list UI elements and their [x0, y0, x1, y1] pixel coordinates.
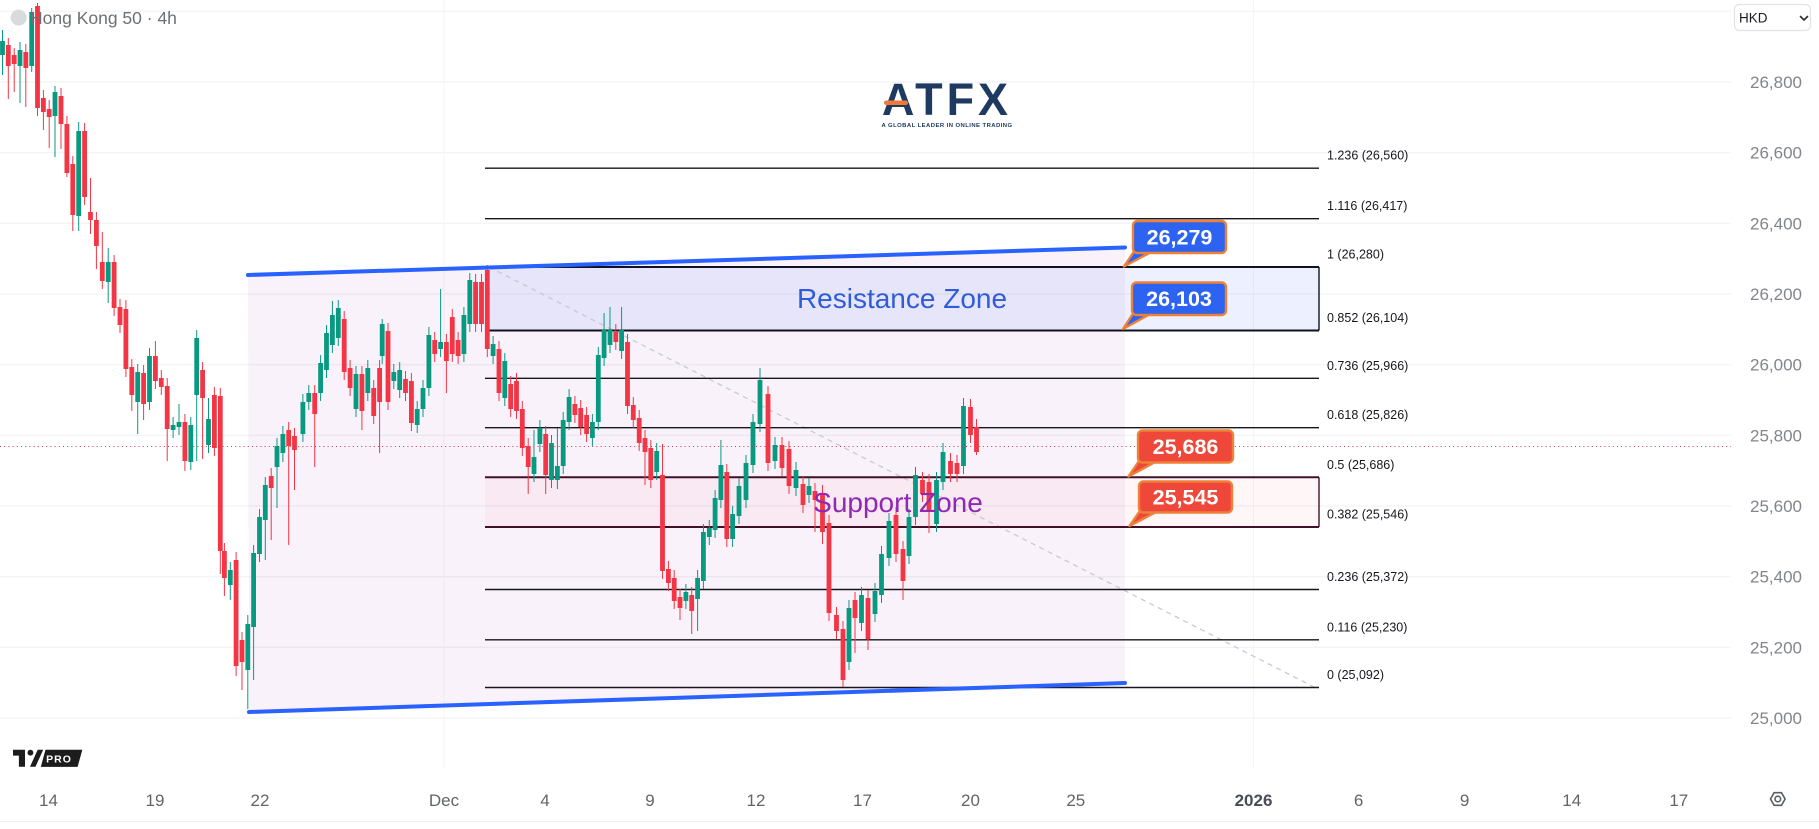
svg-text:25,200: 25,200 — [1750, 638, 1802, 657]
svg-text:25,800: 25,800 — [1750, 426, 1802, 445]
svg-text:0.736 (25,966): 0.736 (25,966) — [1327, 359, 1408, 373]
svg-text:14: 14 — [1562, 791, 1581, 810]
svg-text:HKD: HKD — [1739, 11, 1768, 26]
svg-text:25,686: 25,686 — [1153, 435, 1219, 459]
svg-text:17: 17 — [853, 791, 872, 810]
svg-text:19: 19 — [146, 791, 165, 810]
svg-text:17: 17 — [1669, 791, 1688, 810]
svg-text:0.852 (26,104): 0.852 (26,104) — [1327, 311, 1408, 325]
svg-text:0.116 (25,230): 0.116 (25,230) — [1327, 620, 1407, 634]
svg-text:Resistance Zone: Resistance Zone — [797, 283, 1007, 314]
svg-text:PRO: PRO — [46, 754, 72, 766]
svg-text:Hong Kong 50 · 4h: Hong Kong 50 · 4h — [30, 8, 177, 28]
svg-text:26,600: 26,600 — [1750, 144, 1802, 163]
svg-text:4: 4 — [540, 791, 549, 810]
svg-text:0.382 (25,546): 0.382 (25,546) — [1327, 508, 1408, 522]
svg-text:9: 9 — [1460, 791, 1469, 810]
svg-text:9: 9 — [645, 791, 654, 810]
svg-text:0.236 (25,372): 0.236 (25,372) — [1327, 570, 1408, 584]
svg-text:6: 6 — [1354, 791, 1363, 810]
svg-text:0.618 (25,826): 0.618 (25,826) — [1327, 408, 1408, 422]
svg-text:25,000: 25,000 — [1750, 709, 1802, 728]
svg-text:26,800: 26,800 — [1750, 73, 1802, 92]
svg-text:26,279: 26,279 — [1147, 226, 1213, 250]
svg-text:ATFX: ATFX — [882, 74, 1012, 125]
svg-text:2026: 2026 — [1235, 791, 1273, 810]
svg-text:25,400: 25,400 — [1750, 568, 1802, 587]
svg-text:26,000: 26,000 — [1750, 356, 1802, 375]
svg-text:0.5 (25,686): 0.5 (25,686) — [1327, 458, 1394, 472]
svg-text:26,200: 26,200 — [1750, 285, 1802, 304]
svg-text:1.116 (26,417): 1.116 (26,417) — [1327, 199, 1407, 213]
svg-text:26,103: 26,103 — [1146, 287, 1212, 311]
svg-text:Support Zone: Support Zone — [813, 487, 983, 518]
svg-text:1.236 (26,560): 1.236 (26,560) — [1327, 149, 1408, 163]
svg-text:22: 22 — [251, 791, 270, 810]
svg-text:25,600: 25,600 — [1750, 497, 1802, 516]
svg-text:A GLOBAL LEADER IN ONLINE TRAD: A GLOBAL LEADER IN ONLINE TRADING — [881, 123, 1012, 129]
svg-text:0 (25,092): 0 (25,092) — [1327, 668, 1384, 682]
svg-text:12: 12 — [747, 791, 766, 810]
svg-text:1 (26,280): 1 (26,280) — [1327, 248, 1384, 262]
svg-text:Dec: Dec — [429, 791, 460, 810]
svg-text:25: 25 — [1066, 791, 1085, 810]
svg-text:26,400: 26,400 — [1750, 214, 1802, 233]
svg-text:14: 14 — [39, 791, 58, 810]
svg-text:25,545: 25,545 — [1153, 486, 1219, 510]
svg-text:20: 20 — [961, 791, 980, 810]
